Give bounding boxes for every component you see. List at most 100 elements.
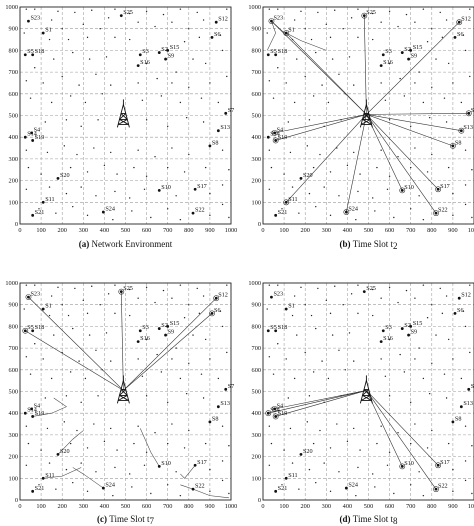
random-point (399, 77, 401, 80)
x-tick-label: 300 (322, 503, 331, 510)
random-point (48, 186, 51, 188)
user-node (216, 129, 220, 133)
random-point (397, 432, 399, 434)
random-point (289, 151, 292, 154)
user-label: S22 (438, 483, 448, 490)
user-node (31, 415, 35, 418)
user-node (31, 139, 35, 142)
random-point (300, 10, 302, 13)
random-point (97, 395, 99, 397)
random-point (154, 432, 156, 434)
random-point (25, 356, 28, 358)
y-tick-label: 200 (252, 454, 261, 461)
random-point (84, 101, 87, 104)
x-tick-label: 500 (364, 227, 373, 234)
user-node (193, 187, 197, 191)
user-label: S1 (45, 303, 52, 310)
user-label: S23 (30, 291, 40, 298)
random-point (308, 468, 311, 471)
random-point (293, 19, 296, 21)
user-label: S3 (385, 48, 392, 55)
random-point (154, 156, 156, 158)
user-label: S23 (273, 15, 283, 22)
random-point (410, 208, 412, 210)
random-point (143, 188, 146, 190)
random-point (137, 358, 139, 360)
random-point (48, 314, 51, 317)
random-point (171, 358, 173, 360)
random-point (464, 203, 467, 206)
random-point (42, 82, 44, 84)
user-node (23, 53, 27, 57)
user-label: S4 (277, 126, 284, 133)
user-label: S16 (383, 335, 393, 342)
random-point (200, 97, 203, 99)
user-node (362, 290, 366, 294)
random-point (410, 442, 412, 445)
y-tick-label: 300 (252, 156, 261, 163)
random-point (137, 425, 139, 427)
random-point (353, 360, 355, 362)
link-line (366, 113, 469, 115)
random-point (293, 295, 296, 297)
x-tick-label: 600 (142, 503, 151, 510)
random-point (357, 36, 359, 39)
random-point (46, 151, 49, 154)
random-point (293, 377, 296, 380)
y-tick-label: 400 (252, 134, 261, 141)
caption-letter: (c) (97, 514, 109, 524)
random-point (443, 373, 446, 375)
random-point (315, 205, 317, 208)
random-point (112, 218, 114, 221)
user-label: S16 (383, 59, 393, 66)
random-point (439, 287, 441, 290)
random-point (42, 358, 44, 360)
random-point (25, 464, 28, 466)
user-node (23, 411, 27, 415)
user-node (379, 64, 383, 67)
random-point (452, 82, 454, 84)
random-point (175, 195, 177, 197)
y-tick-label: 900 (252, 26, 261, 33)
user-label: S2 (161, 46, 168, 53)
user-label: S15 (170, 44, 180, 51)
caption-title: Network Environment (92, 239, 173, 249)
random-point (150, 216, 152, 219)
user-node (41, 31, 45, 35)
random-point (312, 95, 315, 97)
user-label: S25 (366, 9, 376, 16)
random-point (179, 8, 182, 10)
user-label: S12 (218, 16, 228, 23)
random-point (65, 468, 68, 471)
random-point (334, 285, 336, 287)
random-point (209, 468, 211, 471)
random-point (323, 462, 325, 464)
random-point (204, 442, 207, 445)
random-point (277, 67, 279, 69)
random-point (355, 494, 357, 497)
random-point (464, 149, 467, 151)
user-label: S12 (461, 16, 471, 23)
random-point (34, 67, 36, 69)
random-point (167, 125, 169, 128)
random-point (296, 58, 298, 60)
random-point (114, 36, 116, 39)
y-tick-label: 900 (9, 26, 18, 33)
random-point (304, 351, 306, 354)
random-point (441, 36, 444, 39)
user-label: S7 (471, 107, 474, 114)
random-point (414, 82, 416, 84)
random-point (171, 297, 173, 299)
random-point (82, 23, 85, 26)
random-point (321, 84, 323, 86)
x-tick-label: 700 (163, 227, 172, 234)
base-station-icon (116, 375, 130, 404)
user-label: S13 (220, 124, 230, 131)
random-point (116, 173, 118, 175)
random-point (464, 425, 467, 427)
random-point (86, 490, 89, 493)
y-tick-label: 500 (9, 389, 18, 396)
user-label: S14 (27, 407, 37, 414)
x-tick-label: 300 (79, 503, 88, 510)
panel-1: 0 100 200 300 400 500 600 700 800 900 1000 0 100 200 3… (5, 4, 237, 249)
